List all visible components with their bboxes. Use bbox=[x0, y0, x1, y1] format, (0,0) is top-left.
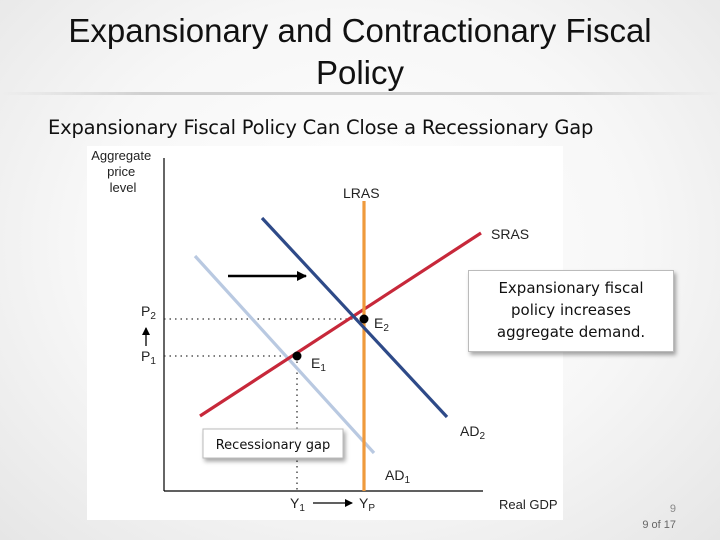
p2-label: P2 bbox=[141, 303, 156, 322]
page-number: 9 bbox=[669, 503, 676, 515]
callout-line-3: aggregate demand. bbox=[496, 323, 646, 341]
callout-line-2: policy increases bbox=[511, 301, 631, 319]
callout-panel: Expansionary fiscal policy increases agg… bbox=[468, 270, 674, 352]
ad2-label: AD2 bbox=[460, 423, 485, 442]
ad1-curve bbox=[193, 254, 376, 455]
slide-title: Expansionary and Contractionary Fiscal P… bbox=[68, 12, 652, 91]
y1-label: Y1 bbox=[290, 495, 305, 514]
x-axis-label: Real GDP bbox=[499, 497, 558, 512]
sras-label: SRAS bbox=[491, 226, 529, 242]
e2-label: E2 bbox=[374, 315, 389, 334]
title-divider bbox=[0, 92, 720, 95]
yp-label: YP bbox=[359, 495, 375, 514]
ad2-curve bbox=[260, 216, 449, 419]
ad1-label: AD1 bbox=[385, 467, 410, 486]
e1-label: E1 bbox=[311, 355, 326, 374]
e2-point bbox=[359, 314, 369, 324]
sras-curve bbox=[199, 231, 482, 418]
page-of-total: 9 of 17 bbox=[642, 519, 676, 531]
e1-point bbox=[292, 351, 302, 361]
recessionary-gap-label: Recessionary gap bbox=[216, 438, 331, 453]
slide-subtitle: Expansionary Fiscal Policy Can Close a R… bbox=[48, 116, 594, 139]
recessionary-gap-box bbox=[202, 428, 344, 459]
y-axis-label: Aggregate price level bbox=[91, 148, 155, 195]
p1-label: P1 bbox=[141, 348, 156, 367]
lras-label: LRAS bbox=[343, 185, 380, 201]
callout-line-1: Expansionary fiscal bbox=[498, 279, 644, 297]
